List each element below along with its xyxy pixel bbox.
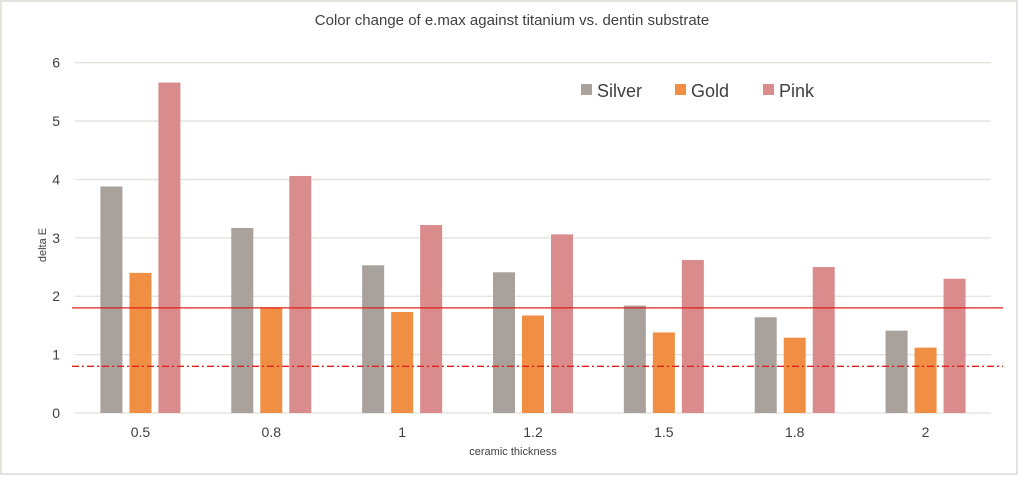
y-axis-title: delta E bbox=[37, 228, 49, 262]
y-tick-label: 3 bbox=[52, 230, 60, 246]
bar-pink-0.8 bbox=[289, 175, 312, 413]
y-tick-label: 6 bbox=[52, 55, 60, 71]
bar-gold-0.5 bbox=[129, 272, 152, 413]
x-axis-title: ceramic thickness bbox=[469, 446, 557, 458]
bar-gold-2 bbox=[914, 347, 937, 413]
legend-item-pink: Pink bbox=[763, 81, 815, 101]
legend-label: Gold bbox=[691, 81, 729, 101]
bars bbox=[100, 82, 966, 414]
y-tick-label: 0 bbox=[52, 405, 60, 421]
bar-silver-0.8 bbox=[231, 227, 254, 413]
legend-label: Pink bbox=[779, 81, 815, 101]
legend-swatch bbox=[581, 84, 592, 95]
legend-item-gold: Gold bbox=[675, 81, 729, 101]
legend-item-silver: Silver bbox=[581, 81, 642, 101]
bar-gold-1.2 bbox=[522, 315, 544, 413]
bar-gold-1 bbox=[391, 311, 414, 413]
y-tick-label: 1 bbox=[52, 347, 60, 363]
x-tick-label: 0.5 bbox=[131, 424, 151, 440]
chart-title: Color change of e.max against titanium v… bbox=[315, 12, 709, 29]
legend-label: Silver bbox=[597, 81, 642, 101]
gridlines bbox=[75, 62, 991, 414]
bar-silver-0.5 bbox=[100, 186, 123, 413]
bar-gold-1.5 bbox=[652, 332, 675, 413]
bar-silver-1.8 bbox=[754, 317, 777, 413]
bar-pink-1.2 bbox=[551, 234, 573, 413]
y-tick-label: 5 bbox=[52, 113, 60, 129]
x-tick-label: 2 bbox=[922, 424, 930, 440]
bar-pink-2 bbox=[943, 278, 966, 413]
x-tick-labels: 0.5 0.8 1 1.2 1.5 1.8 2 bbox=[131, 424, 930, 440]
x-tick-label: 1 bbox=[398, 424, 406, 440]
bar-silver-2 bbox=[885, 330, 908, 413]
bar-silver-1 bbox=[362, 265, 385, 413]
x-tick-label: 1.5 bbox=[654, 424, 674, 440]
bar-pink-1.8 bbox=[812, 267, 835, 413]
y-tick-labels: 0 1 2 3 4 5 6 bbox=[52, 55, 60, 421]
x-tick-label: 1.2 bbox=[523, 424, 543, 440]
legend-swatch bbox=[763, 84, 774, 95]
legend-swatch bbox=[675, 84, 686, 95]
x-tick-label: 1.8 bbox=[785, 424, 805, 440]
bar-gold-1.8 bbox=[783, 337, 806, 413]
x-tick-label: 0.8 bbox=[262, 424, 282, 440]
y-tick-label: 4 bbox=[52, 171, 60, 187]
reference-lines bbox=[72, 307, 1003, 367]
bar-pink-1 bbox=[420, 225, 443, 413]
bar-pink-1.5 bbox=[681, 260, 704, 413]
bar-silver-1.2 bbox=[493, 272, 515, 413]
bar-pink-0.5 bbox=[158, 82, 181, 414]
legend: Silver Gold Pink bbox=[581, 81, 815, 101]
bar-gold-0.8 bbox=[260, 307, 283, 413]
y-tick-label: 2 bbox=[52, 288, 60, 304]
bar-silver-1.5 bbox=[623, 305, 646, 413]
